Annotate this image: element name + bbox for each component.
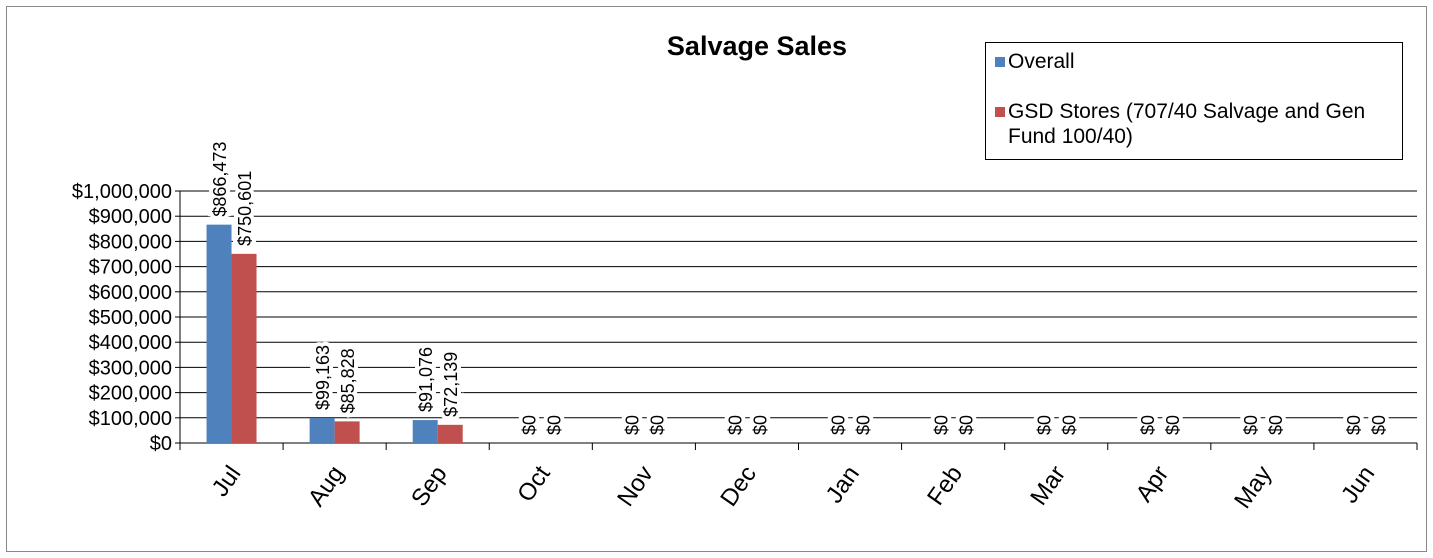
data-label: $0	[1035, 415, 1055, 435]
y-tick-label: $700,000	[89, 257, 172, 279]
data-label: $0	[750, 415, 770, 435]
data-label: $0	[725, 415, 745, 435]
bar	[231, 253, 257, 443]
y-tick-label: $600,000	[89, 282, 172, 304]
data-label: $866,473	[210, 142, 230, 217]
y-tick-label: $900,000	[89, 206, 172, 228]
data-label: $0	[519, 415, 539, 435]
y-tick-label: $0	[150, 433, 172, 455]
y-tick-label: $300,000	[89, 357, 172, 379]
y-tick-label: $200,000	[89, 383, 172, 405]
chart-title: Salvage Sales	[667, 31, 847, 61]
legend-item: GSD Stores (707/40 Salvage and Gen Fund …	[995, 99, 1392, 149]
data-label: $0	[932, 415, 952, 435]
bar	[412, 420, 438, 443]
data-label: $0	[1241, 415, 1261, 435]
y-tick-label: $100,000	[89, 408, 172, 430]
bar	[309, 418, 335, 443]
bar	[437, 424, 463, 443]
data-label: $85,828	[338, 348, 358, 413]
data-label: $0	[1138, 415, 1158, 435]
data-label: $0	[647, 415, 667, 435]
data-label: $0	[829, 415, 849, 435]
data-label: $0	[957, 415, 977, 435]
bar	[334, 421, 360, 443]
legend-item: Overall	[995, 49, 1392, 74]
data-label: $0	[1344, 415, 1364, 435]
y-tick-label: $500,000	[89, 307, 172, 329]
data-label: $0	[1163, 415, 1183, 435]
data-label: $91,076	[416, 347, 436, 412]
legend-swatch	[995, 57, 1005, 67]
data-label: $72,139	[441, 352, 461, 417]
y-tick-label: $1,000,000	[72, 181, 172, 203]
data-label: $0	[622, 415, 642, 435]
data-label: $0	[1060, 415, 1080, 435]
data-label: $0	[854, 415, 874, 435]
y-tick-label: $400,000	[89, 332, 172, 354]
legend: Overall GSD Stores (707/40 Salvage and Ge…	[985, 42, 1403, 160]
bar	[206, 224, 232, 443]
data-label: $99,163	[313, 345, 333, 410]
legend-label: Overall	[1008, 50, 1075, 73]
y-tick-label: $800,000	[89, 231, 172, 253]
data-label: $0	[544, 415, 564, 435]
data-label: $0	[1369, 415, 1389, 435]
legend-label: GSD Stores (707/40 Salvage and Gen Fund …	[1008, 100, 1366, 148]
data-label: $750,601	[235, 171, 255, 246]
legend-swatch	[995, 107, 1005, 117]
data-label: $0	[1266, 415, 1286, 435]
